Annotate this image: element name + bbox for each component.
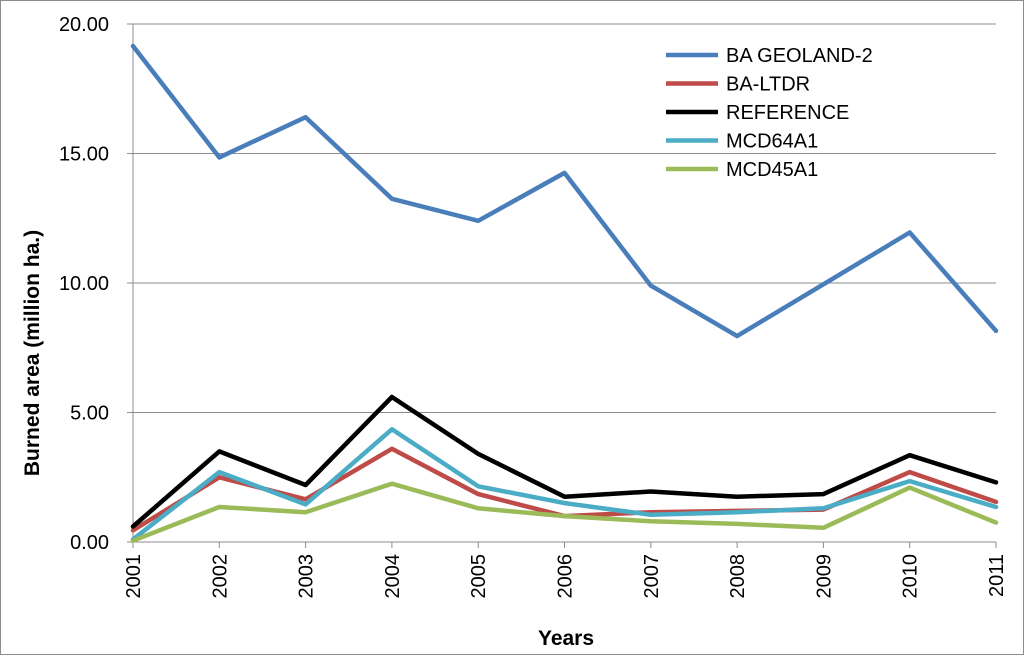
y-axis-title: Burned area (million ha.) [21,230,44,476]
x-tick-2008: 2008 [727,554,749,599]
x-tick-2004: 2004 [382,554,404,599]
series-line-mcd64a1 [130,427,999,542]
legend-label-mcd64a1: MCD64A1 [726,131,818,153]
series-lines [130,43,999,543]
y-tick-labels: 0.00 5.00 10.00 15.00 20.00 [59,14,109,554]
x-tick-2006: 2006 [555,554,577,599]
axes [127,23,997,548]
x-tick-2007: 2007 [641,554,663,599]
legend-label-reference: REFERENCE [726,102,849,124]
gridlines [133,23,996,413]
legend-label-ba-ltdr: BA-LTDR [726,74,810,96]
x-tick-2005: 2005 [468,554,490,599]
series-line-ba-geoland-2 [130,43,999,339]
x-tick-2009: 2009 [813,554,835,599]
series-line-mcd45a1 [130,481,999,543]
x-tick-2002: 2002 [209,554,231,599]
legend-label-mcd45a1: MCD45A1 [726,159,818,181]
x-tick-2001: 2001 [123,554,145,599]
y-tick-0.00: 0.00 [70,532,109,554]
x-tick-labels: 2001 2002 2003 2004 2005 2006 2007 2008 2009 2010… [123,554,1008,599]
y-tick-10.00: 10.00 [59,273,109,295]
legend: BA GEOLAND-2 BA-LTDR REFERENCE MCD64A1 MCD45… [666,45,873,181]
x-tick-2011: 2011 [986,554,1008,597]
series-line-reference [130,394,999,529]
x-axis-title: Years [538,627,594,650]
y-tick-20.00: 20.00 [59,14,109,36]
legend-label-ba-geoland-2: BA GEOLAND-2 [726,45,873,67]
y-tick-5.00: 5.00 [70,403,109,425]
y-tick-15.00: 15.00 [59,144,109,166]
x-tick-2003: 2003 [296,554,318,599]
x-tick-2010: 2010 [900,554,922,599]
